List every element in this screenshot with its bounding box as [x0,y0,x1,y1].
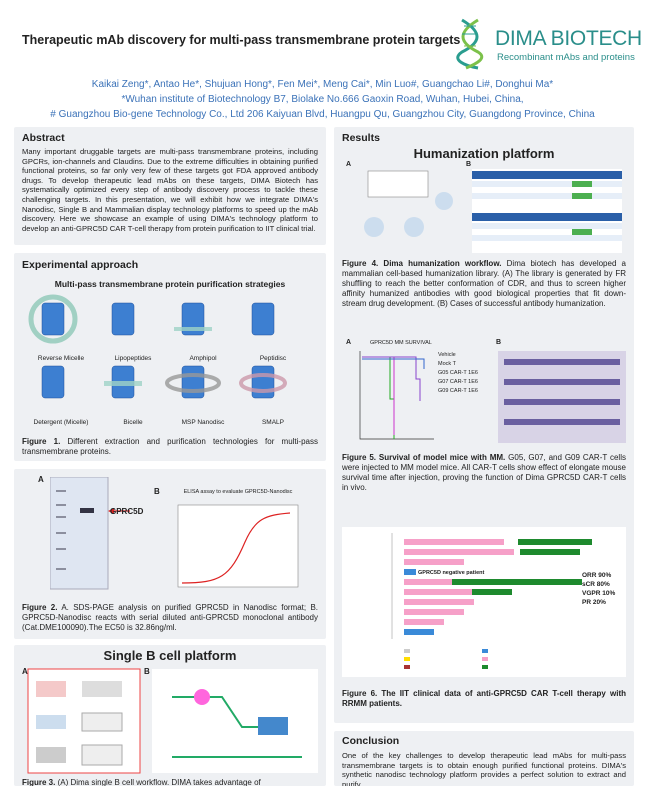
caption: Figure 6. The IIT clinical data of anti-… [342,689,626,708]
panel-label: B [466,161,472,168]
figure-label: Figure 4. Dima humanization workflow. [342,259,502,268]
rate: sCR 80% [582,581,610,588]
caption: Figure 3. (A) Dima single B cell workflo… [22,778,318,786]
panel-label: B [154,487,160,496]
caption-text: Dima biotech has developed a mammalian c… [342,259,627,308]
tagline: Recombinant mAbs and proteins [497,52,635,63]
figure-1 [28,294,287,399]
plot-title: GPRC5D MM SURVIVAL [370,340,432,346]
protein-label: GPRC5D [110,507,144,516]
abstract-panel: Abstract Many important druggable target… [14,127,326,245]
legend-entry: Vehicle [438,352,456,358]
logo-icon [456,18,484,70]
method-label: Lipopeptides [114,355,152,362]
affiliation: *Wuhan institute of Biotechnology B7, Bi… [121,94,524,105]
figure-label: Figure 5. Survival of model mice with MM… [342,453,506,462]
affiliation: # Guangzhou Bio-gene Technology Co., Ltd… [50,109,595,120]
authors: Kaikai Zeng*, Antao He*, Shujuan Hong*, … [91,79,554,90]
panel-label: A [38,475,44,484]
caption-text: G05, G07, and G09 CAR-T cells were injec… [342,453,626,492]
response-rates: ORR 90% sCR 80% VGPR 10% PR 20% [582,571,615,607]
rate: PR 20% [582,599,606,606]
logo-text: DIMA BIOTECH [495,27,642,50]
panel-label: A [22,667,28,676]
method-label: MSP Nanodisc [181,419,225,426]
caption: Figure 2. A. SDS-PAGE analysis on purifi… [22,603,318,633]
rate: VGPR 10% [582,590,616,597]
method-label: Bicelle [123,419,143,426]
heading: Experimental approach [22,259,139,271]
single-b-panel: Single B cell platform A B Figure 3. (A)… [14,645,326,786]
caption-text: A. SDS-PAGE analysis on purified GPRC5D … [22,603,318,632]
caption-text: (A) Dima single B cell workflow. DIMA ta… [57,778,261,786]
figure-title: Multi-pass transmembrane protein purific… [54,279,286,289]
legend-entry: G09 CAR-T 1E6 [438,388,478,394]
rate: ORR 90% [582,572,612,579]
figure-label: Figure 3. [22,778,56,786]
legend-entry: G07 CAR-T 1E6 [438,379,478,385]
legend: Vehicle Mock T G05 CAR-T 1E6 G07 CAR-T 1… [438,351,478,396]
method-label: Detergent (Micelle) [33,419,89,426]
approach-panel: Experimental approach Multi-pass transme… [14,253,326,461]
legend-entry: G05 CAR-T 1E6 [438,370,478,376]
figure-3 [27,668,318,774]
conclusion-panel: Conclusion One of the key challenges to … [334,731,634,786]
annotation: GPRC5D negative patient [418,570,485,576]
figure-4 [364,169,622,253]
figure-2-panel: A B GPRC5D ELISA assay to evaluate GPRC5… [14,469,326,639]
legend-entry: Mock T [438,361,456,367]
caption: Figure 5. Survival of model mice with MM… [342,453,626,493]
caption-text: Different extraction and purification te… [22,437,318,456]
method-label: Peptidisc [259,355,287,362]
conclusion-text: One of the key challenges to develop the… [342,751,626,786]
heading: Conclusion [342,735,400,747]
heading: Humanization platform [413,146,555,161]
heading: Abstract [22,132,65,144]
plot-title: ELISA assay to evaluate GPRC5D-Nanodisc [183,489,293,495]
heading: Results [342,132,380,144]
panel-label: B [496,339,502,346]
figure-2 [50,477,299,590]
figure-label: Figure 1. [22,437,61,446]
caption: Figure 1. Different extraction and purif… [22,437,318,457]
panel-label: A [346,161,352,168]
figure-label: Figure 2. [22,603,58,612]
method-label: Reverse Micelle [37,355,85,362]
panel-label: A [346,339,352,346]
panel-label: B [144,667,150,676]
caption: Figure 4. Dima humanization workflow. Di… [342,259,626,309]
method-label: Amphipol [189,355,217,362]
poster-title: Therapeutic mAb discovery for multi-pass… [22,33,461,47]
figure-6 [342,527,626,677]
results-panel: Results Humanization platform A B Figure… [334,127,634,723]
figure-5 [359,351,626,443]
method-label: SMALP [261,419,285,426]
abstract-text: Many important druggable targets are mul… [22,147,318,233]
heading: Single B cell platform [103,648,237,663]
